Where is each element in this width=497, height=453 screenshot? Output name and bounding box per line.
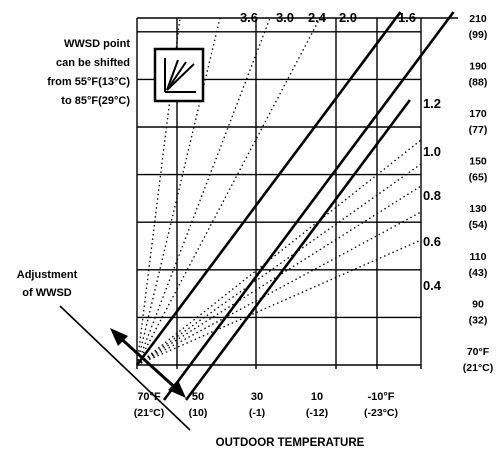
axis-lines: [59, 17, 458, 431]
arrow-head-up: [110, 328, 128, 346]
curve-label-top: 3.6: [240, 10, 258, 25]
y-tick-label: 170: [469, 108, 487, 120]
solid-curve: [162, 11, 455, 401]
x-tick-sublabel: (21°C): [134, 407, 164, 419]
x-tick-sublabel: (-12): [306, 407, 328, 419]
y-tick-label: 70°F: [467, 346, 490, 358]
x-tick-label: 30: [251, 391, 263, 403]
y-tick-label: 210: [469, 13, 487, 25]
curve-labels-top: 3.6 3.0 2.4 2.0 1.6: [240, 10, 416, 25]
y-tick-sublabel: (43): [469, 267, 488, 279]
curve-labels-right: 1.2 1.0 0.8 0.6 0.4: [423, 96, 442, 293]
icon-line: [166, 61, 187, 91]
curve-label-right: 0.6: [423, 234, 441, 249]
curve-label-right: 1.0: [423, 144, 441, 159]
adjustment-note-line-1: Adjustment: [17, 269, 78, 281]
wwsd-adjustment-axis: [59, 305, 191, 431]
x-tick-sublabel: (-23°C): [364, 407, 398, 419]
curve-label-top: 3.0: [276, 10, 294, 25]
solid-curve: [184, 99, 411, 401]
shift-note-line-2: can be shifted: [56, 57, 130, 69]
arrow-shaft: [114, 332, 182, 394]
arrow-head-down: [168, 380, 186, 398]
x-tick-label: 10: [311, 391, 323, 403]
shift-note-line-3: from 55°F(13°C): [47, 76, 130, 88]
curve-label-right: 1.2: [423, 96, 441, 111]
dotted-curve: [136, 211, 422, 366]
x-tick-sublabel: (-1): [249, 407, 265, 419]
y-tick-sublabel: (88): [469, 76, 488, 88]
dotted-curve: [136, 17, 271, 366]
dotted-curve: [136, 239, 422, 366]
wwsd-adjustment-arrow: [110, 328, 186, 398]
y-tick-label: 110: [470, 251, 487, 263]
y-tick-sublabel: (77): [469, 124, 488, 136]
icon-frame: [153, 47, 205, 103]
x-tick-sublabel: (10): [189, 407, 208, 419]
x-tick-label: 70°F: [137, 391, 161, 403]
curve-label-right: 0.4: [423, 278, 442, 293]
y-tick-label: 190: [469, 60, 487, 72]
dotted-curve: [136, 163, 422, 366]
y-tick-sublabel: (21°C): [463, 362, 493, 374]
x-tick-label: -10°F: [367, 391, 394, 403]
adjustment-note-line-2: of WWSD: [22, 287, 72, 299]
icon-line: [166, 59, 179, 91]
curve-label-top: 2.4: [308, 10, 327, 25]
curve-label-top: 1.6: [398, 10, 416, 25]
dotted-curve: [136, 139, 422, 366]
dotted-curve: [136, 17, 221, 366]
x-axis-label: OUTDOOR TEMPERATURE: [216, 437, 365, 449]
shift-note-line-4: to 85°F(29°C): [61, 95, 130, 107]
solid-curve: [135, 11, 402, 366]
x-tick-label: 50: [192, 391, 204, 403]
y-tick-sublabel: (99): [469, 29, 488, 41]
x-axis-tick-labels: 70°F (21°C) 50 (10) 30 (-1) 10 (-12) -10°F (-23°C…: [134, 391, 398, 419]
y-tick-label: 130: [469, 203, 487, 215]
y-tick-sublabel: (32): [469, 314, 488, 326]
y-tick-sublabel: (65): [469, 172, 488, 184]
y-tick-label: 150: [469, 156, 487, 168]
y-tick-label: 90: [472, 298, 484, 310]
curve-label-right: 0.8: [423, 188, 441, 203]
shift-note-line-1: WWSD point: [64, 38, 130, 50]
y-tick-sublabel: (54): [469, 219, 488, 231]
curve-label-top: 2.0: [339, 10, 357, 25]
y-axis-tick-labels: 210 (99) 190 (88) 170 (77) 150 (65) 130 (54) 110 (4…: [463, 13, 493, 374]
reset-curves-icon: [153, 47, 205, 103]
icon-line: [166, 63, 195, 91]
solid-reset-curves: [135, 11, 455, 401]
